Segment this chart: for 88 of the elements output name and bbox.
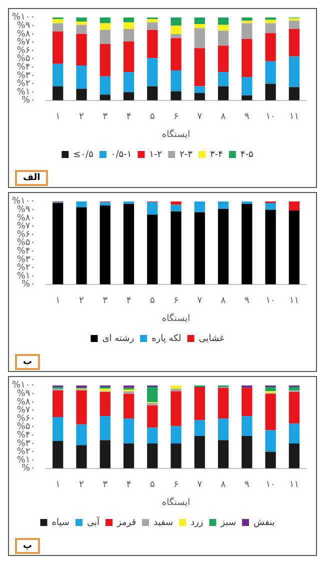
legend-label: آبی [86, 516, 100, 528]
y-tick-label: %۰ [22, 96, 36, 106]
y-tick-label: %۰ [22, 464, 36, 474]
x-tick-label: ۱ [55, 296, 60, 306]
x-tick-label: ۸ [220, 296, 226, 306]
x-tick-label: ۶ [174, 296, 179, 306]
legend-label: بنفش [253, 518, 275, 528]
x-tick-label: ۱۰ [266, 296, 276, 306]
x-tick-label: ۸ [220, 480, 226, 490]
y-tick-label: %۷۰ [16, 38, 36, 48]
x-tick-label: ۴ [126, 112, 132, 122]
x-tick-label: ۹ [244, 296, 250, 306]
x-axis-title: ایستگاه [162, 128, 190, 140]
x-tick-label: ۱۱ [289, 112, 300, 122]
text: پ [15, 538, 40, 554]
legend-label: ۲-۳ [180, 150, 193, 160]
x-tick-label: ۵ [150, 112, 155, 122]
y-tick-label: %۲۰ [16, 263, 36, 274]
y-tick-label: %۸۰ [16, 213, 36, 224]
y-tick-label: %۱۰۰ [12, 12, 36, 23]
y-tick-label: %۳۰ [16, 254, 36, 265]
y-tick-label: %۳۰ [16, 438, 36, 449]
y-tick-label: %۸۰ [16, 397, 36, 408]
legend-label: قرمز [116, 518, 136, 528]
y-tick-label: %۱۰۰ [12, 380, 36, 391]
y-tick-label: %۲۰ [16, 447, 36, 458]
legend-label: غشایی [198, 334, 225, 344]
y-tick-label: %۸۰ [16, 29, 36, 40]
x-tick-label: ۲ [79, 112, 84, 122]
x-tick-label: ۱۰ [266, 480, 276, 490]
legend-label: ۱-۲ [149, 150, 162, 160]
x-tick-label: ۱۱ [289, 480, 300, 490]
y-tick-label: %۱۰ [16, 87, 36, 98]
y-tick-label: %۲۰ [16, 79, 36, 90]
x-tick-label: ۹ [244, 112, 250, 122]
legend-label: ۴-۵ [240, 150, 254, 160]
x-tick-label: ۶ [174, 112, 179, 122]
legend-label: سیاه [52, 518, 70, 528]
x-tick-label: ۴ [126, 296, 132, 306]
legend-label: سبز [220, 518, 236, 528]
x-tick-label: ۱ [55, 112, 60, 122]
y-tick-label: %۵۰ [16, 238, 36, 248]
x-tick-label: ۷ [197, 112, 202, 122]
y-tick-label: %۱۰۰ [12, 196, 36, 207]
y-tick-label: %۵۰ [16, 422, 36, 432]
y-tick-label: %۶۰ [16, 46, 36, 56]
x-tick-label: ۱ [55, 480, 60, 490]
x-tick-label: ۶ [174, 480, 179, 490]
legend-label: زرد [190, 518, 204, 528]
x-tick-label: ۳ [102, 296, 108, 306]
x-axis-title: ایستگاه [162, 312, 190, 324]
y-tick-label: %۶۰ [16, 230, 36, 240]
x-tick-label: ۹ [244, 480, 250, 490]
legend-label: ۳-۴ [210, 150, 224, 160]
x-tick-label: ۱۰ [266, 112, 276, 122]
y-tick-label: %۹۰ [16, 205, 36, 216]
x-tick-label: ۱۱ [289, 296, 300, 306]
x-tick-label: ۵ [150, 480, 155, 490]
y-tick-label: %۰ [22, 280, 36, 290]
y-tick-label: %۳۰ [16, 70, 36, 81]
x-tick-label: ۷ [197, 480, 202, 490]
y-tick-label: %۷۰ [16, 406, 36, 416]
y-tick-label: %۱۰ [16, 455, 36, 466]
legend-label: لکه پاره [152, 334, 182, 344]
y-tick-label: %۴۰ [16, 62, 36, 73]
legend-label: ۰/۵-۱ [110, 150, 132, 160]
y-tick-label: %۵۰ [16, 54, 36, 64]
x-tick-label: ۲ [79, 296, 84, 306]
y-tick-label: %۴۰ [16, 246, 36, 257]
x-axis-title: ایستگاه [162, 496, 190, 508]
y-tick-label: %۴۰ [16, 430, 36, 441]
legend-label: رشته ای [102, 334, 134, 344]
y-tick-label: %۷۰ [16, 222, 36, 232]
x-tick-label: ۴ [126, 480, 132, 490]
y-tick-label: %۹۰ [16, 389, 36, 400]
text: الف [15, 170, 48, 186]
x-tick-label: ۳ [102, 112, 108, 122]
y-tick-label: %۹۰ [16, 21, 36, 32]
text: ب [15, 354, 40, 370]
y-tick-label: %۱۰ [16, 271, 36, 282]
x-tick-label: ۵ [150, 296, 155, 306]
legend-label: سفید [154, 518, 174, 528]
x-tick-label: ۳ [102, 480, 108, 490]
x-tick-label: ۸ [220, 112, 226, 122]
x-tick-label: ۲ [79, 480, 84, 490]
y-tick-label: %۶۰ [16, 414, 36, 424]
x-tick-label: ۷ [197, 296, 202, 306]
legend-label: ≤۰/۵ [73, 150, 94, 160]
